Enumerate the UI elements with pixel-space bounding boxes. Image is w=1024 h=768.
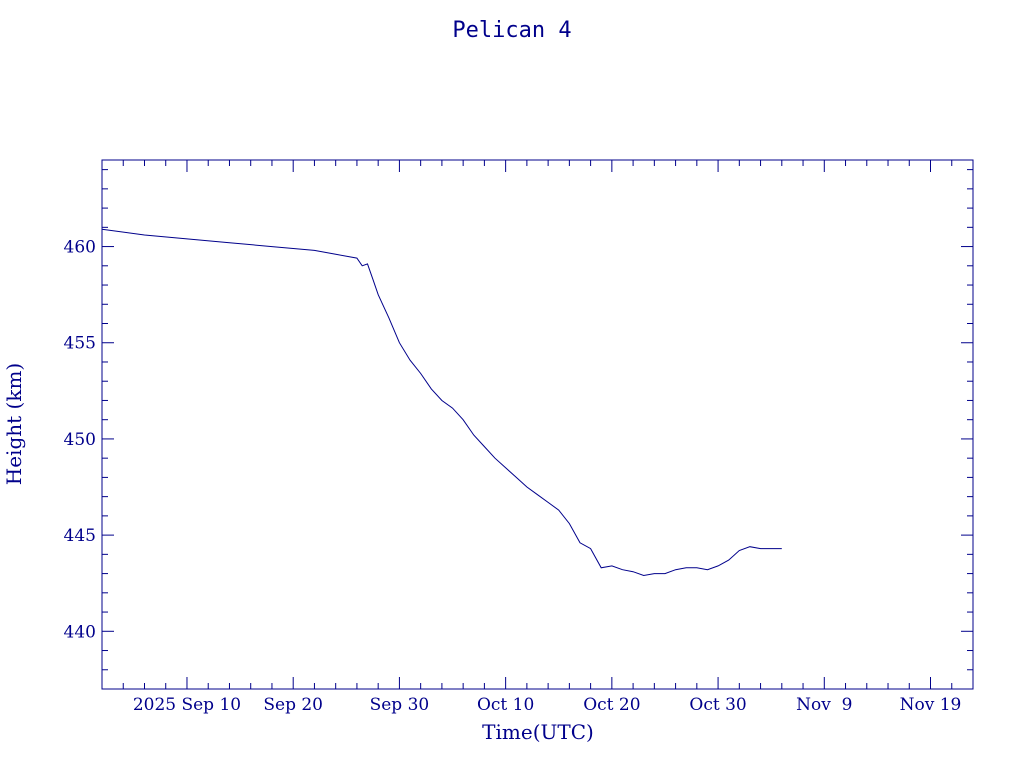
series-line — [101, 228, 782, 577]
y-tick-label: 450 — [64, 430, 96, 450]
x-tick-label: Sep 20 — [263, 695, 323, 715]
y-tick-label: 440 — [64, 622, 96, 642]
y-axis-label: Height (km) — [2, 363, 26, 485]
x-tick-label: Oct 10 — [477, 695, 534, 715]
x-axis-label: Time(UTC) — [482, 720, 594, 744]
y-tick-label: 455 — [64, 334, 96, 354]
x-tick-label: Nov 19 — [900, 695, 962, 715]
x-tick-label: Sep 30 — [370, 695, 430, 715]
axis-ticks — [102, 160, 973, 689]
x-tick-label: Nov 9 — [796, 695, 852, 715]
x-tick-label: Oct 20 — [583, 695, 640, 715]
x-tick-label: 2025 Sep 10 — [133, 695, 241, 715]
chart-title: Pelican 4 — [452, 18, 571, 43]
x-tick-labels: 2025 Sep 10 Sep 20 Sep 30 Oct 10 Oct 20 Oct 3… — [133, 695, 962, 715]
x-tick-label: Oct 30 — [689, 695, 746, 715]
y-tick-label: 460 — [64, 238, 96, 258]
plot-frame — [101, 159, 974, 690]
y-tick-label: 445 — [64, 526, 96, 546]
y-tick-labels: 440 445 450 455 460 — [64, 238, 96, 643]
